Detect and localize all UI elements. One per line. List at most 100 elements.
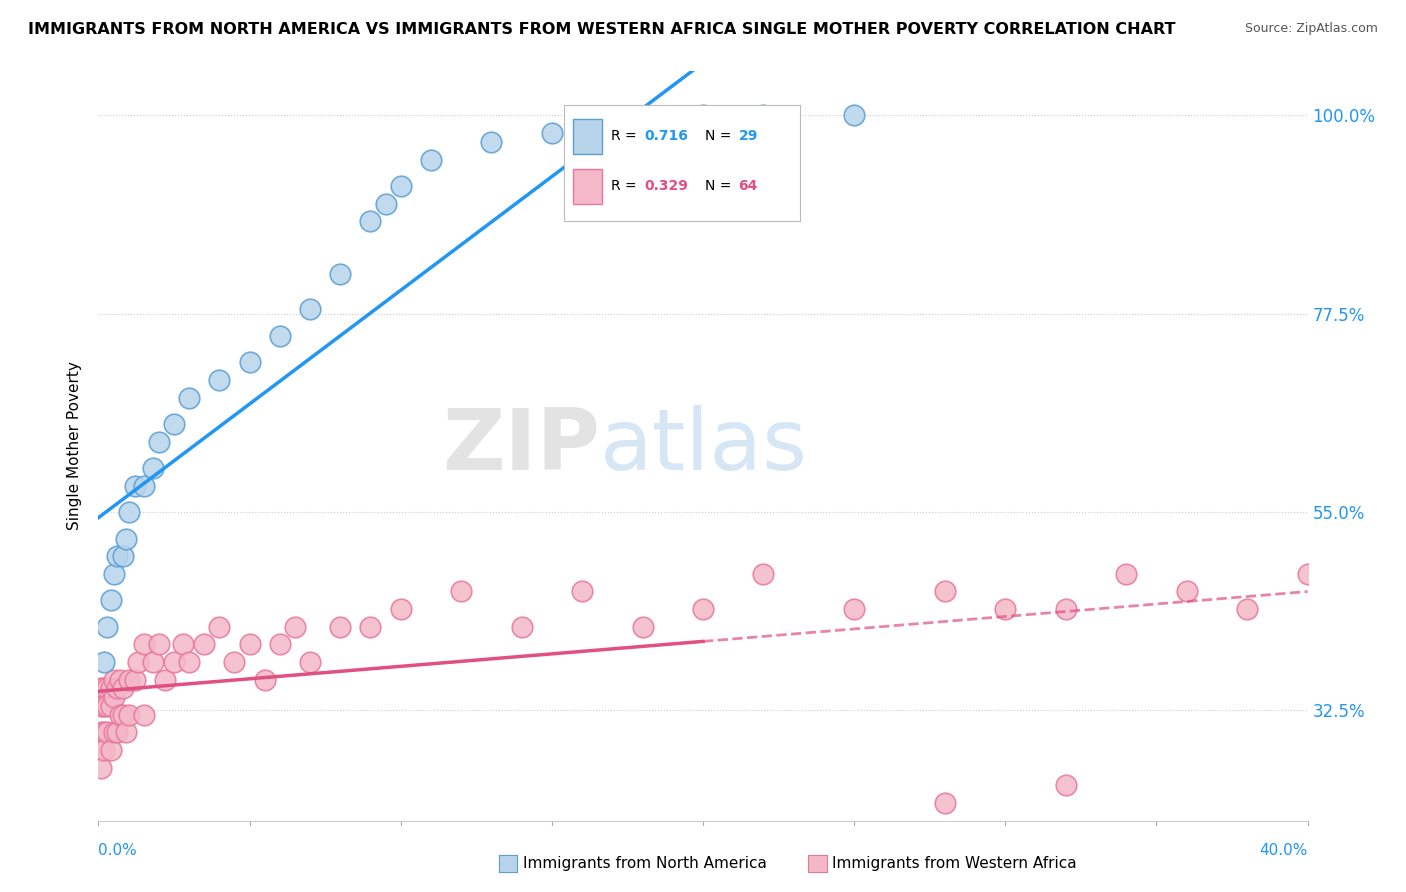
Point	[571, 584, 593, 599]
Point	[420, 153, 443, 167]
Point	[844, 602, 866, 616]
Point	[163, 417, 186, 431]
Point	[96, 681, 118, 696]
Point	[329, 267, 352, 281]
Point	[239, 355, 262, 369]
Point	[103, 725, 125, 739]
Point	[360, 214, 382, 228]
Point	[148, 434, 170, 449]
Text: Immigrants from North America: Immigrants from North America	[523, 856, 766, 871]
Point	[284, 620, 307, 634]
Point	[360, 620, 382, 634]
Point	[934, 796, 956, 810]
Text: 40.0%: 40.0%	[1260, 843, 1308, 858]
Point	[692, 108, 714, 122]
Point	[1115, 566, 1137, 581]
Point	[105, 549, 128, 564]
Point	[299, 655, 322, 669]
Point	[93, 743, 115, 757]
Text: 0.0%: 0.0%	[98, 843, 138, 858]
Point	[450, 584, 472, 599]
Point	[1054, 778, 1077, 792]
Text: atlas: atlas	[600, 404, 808, 488]
Point	[253, 673, 276, 687]
Point	[105, 681, 128, 696]
Point	[132, 707, 155, 722]
Point	[105, 725, 128, 739]
Point	[934, 584, 956, 599]
Y-axis label: Single Mother Poverty: Single Mother Poverty	[67, 361, 83, 531]
Point	[132, 637, 155, 651]
Point	[208, 373, 231, 387]
Point	[153, 673, 176, 687]
Point	[93, 699, 115, 714]
Point	[269, 328, 291, 343]
Point	[389, 178, 412, 193]
Point	[1236, 602, 1258, 616]
Point	[374, 196, 396, 211]
Point	[90, 699, 112, 714]
Point	[1175, 584, 1198, 599]
Point	[90, 725, 112, 739]
Point	[96, 620, 118, 634]
Point	[193, 637, 215, 651]
Point	[172, 637, 194, 651]
Point	[124, 478, 146, 492]
Text: Source: ZipAtlas.com: Source: ZipAtlas.com	[1244, 22, 1378, 36]
Point	[103, 566, 125, 581]
Point	[631, 620, 654, 634]
Point	[299, 302, 322, 317]
Point	[100, 593, 122, 607]
Point	[179, 655, 201, 669]
Point	[752, 108, 775, 122]
Point	[239, 637, 262, 651]
Point	[1296, 566, 1319, 581]
Point	[93, 681, 115, 696]
Point	[163, 655, 186, 669]
Point	[224, 655, 246, 669]
Text: Immigrants from Western Africa: Immigrants from Western Africa	[832, 856, 1077, 871]
Point	[100, 681, 122, 696]
Point	[90, 681, 112, 696]
Point	[103, 673, 125, 687]
Text: ZIP: ZIP	[443, 404, 600, 488]
Point	[90, 761, 112, 775]
Point	[90, 743, 112, 757]
Point	[108, 707, 131, 722]
Point	[602, 117, 624, 131]
Point	[329, 620, 352, 634]
Point	[111, 549, 134, 564]
Point	[481, 135, 503, 149]
Point	[692, 602, 714, 616]
Point	[100, 743, 122, 757]
Point	[994, 602, 1017, 616]
Point	[142, 461, 165, 475]
Point	[389, 602, 412, 616]
Point	[1054, 602, 1077, 616]
Point	[132, 478, 155, 492]
Point	[752, 566, 775, 581]
Point	[118, 707, 141, 722]
Point	[114, 532, 136, 546]
Point	[148, 637, 170, 651]
Point	[510, 620, 533, 634]
Point	[142, 655, 165, 669]
Point	[179, 391, 201, 405]
Point	[108, 673, 131, 687]
Point	[114, 725, 136, 739]
Point	[124, 673, 146, 687]
Point	[100, 699, 122, 714]
Point	[118, 505, 141, 519]
Point	[103, 690, 125, 705]
Point	[208, 620, 231, 634]
Text: IMMIGRANTS FROM NORTH AMERICA VS IMMIGRANTS FROM WESTERN AFRICA SINGLE MOTHER PO: IMMIGRANTS FROM NORTH AMERICA VS IMMIGRA…	[28, 22, 1175, 37]
Point	[111, 681, 134, 696]
Point	[93, 655, 115, 669]
Point	[111, 707, 134, 722]
Point	[844, 108, 866, 122]
Point	[93, 725, 115, 739]
Point	[96, 725, 118, 739]
Point	[269, 637, 291, 651]
Point	[127, 655, 149, 669]
Point	[118, 673, 141, 687]
